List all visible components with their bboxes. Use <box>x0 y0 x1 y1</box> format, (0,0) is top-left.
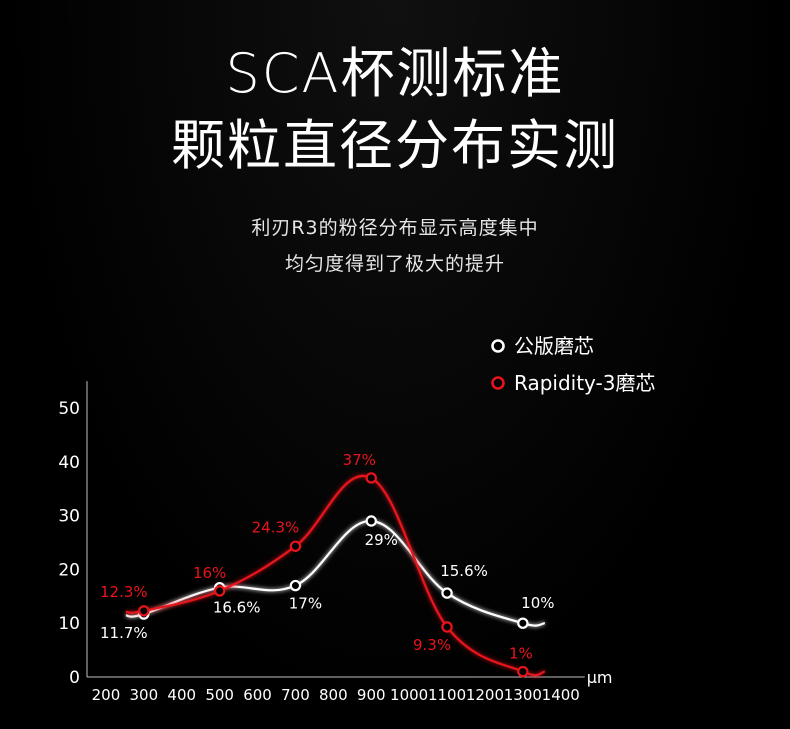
x-tick-label: 900 <box>357 686 386 704</box>
stock-data-point <box>289 579 302 592</box>
x-tick-label: 1000 <box>390 686 428 704</box>
x-tick-label: 300 <box>130 686 159 704</box>
stock-data-label: 16.6% <box>213 599 261 617</box>
y-tick-label: 40 <box>58 453 80 473</box>
legend-label-stock: 公版磨芯 <box>514 334 594 358</box>
x-axis-unit-label: μm <box>587 668 613 687</box>
subtitle-line-1: 利刃R3的粉径分布显示高度集中 <box>251 217 539 239</box>
rapidity-data-point <box>517 665 529 678</box>
x-tick-label: 1200 <box>466 686 504 704</box>
chart-legend: 公版磨芯 Rapidity-3磨芯 <box>491 334 655 395</box>
rapidity-data-label: 37% <box>343 451 376 469</box>
title-line-2: 颗粒直径分布实测 <box>171 114 619 177</box>
y-tick-label: 50 <box>58 399 80 419</box>
stock-data-point <box>365 515 377 527</box>
rapidity-data-label: 1% <box>509 645 533 663</box>
x-tick-label: 700 <box>281 686 310 704</box>
legend-marker-rapidity <box>491 376 505 390</box>
title-line-1: SCA杯测标准 <box>225 42 565 105</box>
rapidity-data-label: 9.3% <box>413 636 451 654</box>
y-tick-label: 20 <box>58 560 80 580</box>
rapidity-data-point <box>289 540 302 552</box>
stock-data-label: 15.6% <box>440 562 488 580</box>
rapidity-data-label: 16% <box>193 564 226 582</box>
x-tick-label: 400 <box>167 686 196 704</box>
subtitle-line-2: 均匀度得到了极大的提升 <box>284 253 505 275</box>
stock-data-label: 10% <box>521 594 554 612</box>
y-tick-label: 10 <box>58 614 80 634</box>
rapidity-series-line <box>125 474 546 677</box>
stock-data-label: 11.7% <box>100 624 148 642</box>
rapidity-data-point <box>441 621 453 633</box>
x-tick-label: 800 <box>319 686 348 704</box>
x-tick-label: 1100 <box>428 686 466 704</box>
rapidity-data-point <box>365 472 377 484</box>
x-tick-label: 500 <box>205 686 234 704</box>
stock-data-point <box>517 617 529 629</box>
legend-label-rapidity: Rapidity-3磨芯 <box>514 371 655 395</box>
y-tick-label: 30 <box>58 507 80 527</box>
legend-marker-stock <box>491 339 505 353</box>
y-tick-label: 0 <box>69 668 80 688</box>
rapidity-data-label: 24.3% <box>252 518 300 536</box>
stock-data-label: 17% <box>289 595 322 613</box>
rapidity-data-point <box>138 605 150 617</box>
x-tick-label: 200 <box>92 686 121 704</box>
x-tick-label: 1400 <box>542 686 580 704</box>
stock-data-label: 29% <box>365 531 398 549</box>
stock-data-point <box>441 587 453 599</box>
chart-series: 11.7% 16.6% 17% 29% 15.6% 10% 12.3% 16% 24.3% 37%… <box>100 451 555 678</box>
x-tick-label: 600 <box>243 686 272 704</box>
x-tick-label: 1300 <box>504 686 542 704</box>
rapidity-data-label: 12.3% <box>100 583 148 601</box>
rapidity-data-point <box>213 585 226 597</box>
